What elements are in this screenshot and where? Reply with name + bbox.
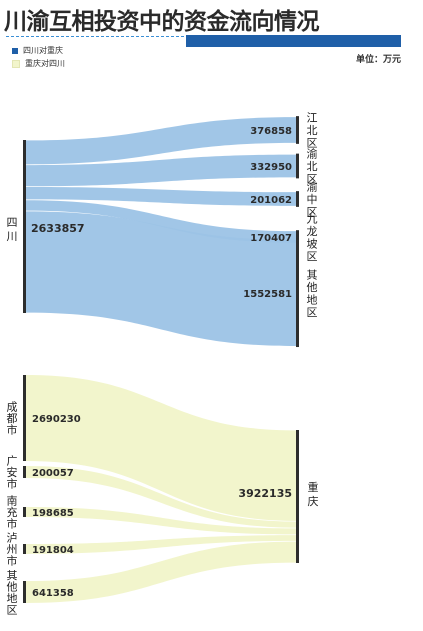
legend-item-chongqing-to-sichuan: 重庆对四川: [12, 57, 65, 70]
target-label-1: 江: [307, 112, 318, 125]
legend-swatch: [12, 47, 18, 54]
legend-label: 重庆对四川: [25, 59, 65, 68]
target-label-4: 坡: [307, 237, 318, 250]
source-node-city-3: [23, 507, 26, 517]
sankey-chongqing-to-sichuan: 3922135 重庆2690230成都市200057广安市198685南充市191…: [7, 375, 319, 616]
source-value-city-1: 2690230: [32, 414, 81, 425]
legend-swatch: [12, 59, 20, 68]
target-label-2: 北: [307, 160, 318, 173]
source-label-city-5: 他: [7, 580, 18, 593]
target-label-2: 渝: [307, 147, 318, 161]
source-label-city-5: 其: [7, 569, 18, 582]
target-node-1: [296, 116, 299, 144]
target-label-chongqing: 庆: [308, 494, 319, 508]
source-node-city-5: [23, 581, 26, 603]
target-node-5: [296, 238, 299, 348]
flow-link-city-1: [26, 375, 296, 521]
flow-link-city-4: [26, 535, 296, 554]
target-value-2: 332950: [250, 162, 292, 173]
target-label-2: 区: [307, 173, 318, 186]
unit-label: 单位：万元: [355, 55, 401, 65]
target-label-4: 九: [307, 212, 318, 225]
target-label-chongqing: 重: [308, 480, 319, 494]
source-value-city-3: 198685: [32, 508, 74, 519]
source-value-city-4: 191804: [32, 545, 74, 556]
source-label-city-4: 市: [7, 554, 18, 568]
flow-link-3: [26, 187, 296, 206]
target-node-3: [296, 191, 299, 207]
flow-link-4: [26, 200, 296, 243]
target-label-3: 中: [307, 193, 318, 206]
target-label-5: 其: [307, 268, 318, 281]
target-label-1: 区: [307, 137, 318, 150]
chart-title: 川渝互相投资中的资金流向情况: [4, 9, 320, 35]
source-label-city-1: 成: [7, 401, 18, 414]
source-label-city-1: 市: [7, 423, 18, 437]
target-label-3: 区: [307, 206, 318, 219]
source-label-city-3: 市: [7, 517, 18, 531]
source-label-city-5: 地: [7, 592, 18, 605]
source-value-sichuan: 2633857: [31, 222, 85, 235]
source-label-city-2: 安: [7, 465, 18, 479]
target-value-chongqing: 3922135: [238, 487, 292, 500]
source-label-city-3: 南: [7, 495, 18, 508]
target-label-3: 渝: [307, 180, 318, 194]
target-label-1: 北: [307, 124, 318, 137]
source-label-city-3: 充: [7, 505, 18, 519]
legend-label: 四川对重庆: [23, 46, 63, 55]
source-label-sichuan: 四: [7, 216, 18, 229]
source-node-sichuan: [23, 140, 26, 313]
target-value-1: 376858: [250, 126, 292, 137]
source-value-city-5: 641358: [32, 588, 74, 599]
source-value-city-2: 200057: [32, 468, 74, 479]
source-node-city-2: [23, 466, 26, 478]
legend: 四川对重庆 重庆对四川: [12, 44, 65, 70]
source-node-city-1: [23, 375, 26, 461]
flow-link-city-5: [26, 541, 296, 603]
target-label-5: 区: [307, 306, 318, 319]
target-node-2: [296, 153, 299, 179]
source-label-city-1: 都: [7, 412, 18, 425]
header-accent-bar: [186, 35, 401, 47]
source-label-city-4: 州: [7, 543, 18, 556]
source-label-city-5: 区: [7, 603, 18, 616]
target-label-5: 他: [307, 281, 318, 294]
target-label-5: 地: [307, 293, 318, 306]
flow-link-1: [26, 117, 296, 165]
flow-link-city-3: [26, 507, 296, 535]
source-label-city-2: 广: [7, 455, 18, 468]
source-label-city-4: 泸: [7, 532, 18, 545]
target-value-3: 201062: [250, 195, 292, 206]
target-node-chongqing: [296, 430, 299, 563]
target-value-5: 1552581: [243, 289, 292, 300]
sankey-sichuan-to-chongqing: 四川2633857376858江北区332950渝北区201062渝中区1704…: [7, 112, 318, 348]
flow-link-2: [26, 154, 296, 187]
target-label-4: 龙: [307, 225, 318, 238]
target-label-4: 区: [307, 250, 318, 263]
flow-link-5: [26, 211, 296, 347]
source-label-sichuan: 川: [7, 230, 18, 243]
source-node-city-4: [23, 544, 26, 554]
title-divider: [6, 36, 184, 37]
target-node-4: [296, 230, 299, 244]
legend-item-sichuan-to-chongqing: 四川对重庆: [12, 44, 65, 57]
target-value-4: 170407: [250, 233, 292, 244]
source-label-city-2: 市: [7, 477, 18, 491]
flow-link-city-2: [26, 466, 296, 528]
